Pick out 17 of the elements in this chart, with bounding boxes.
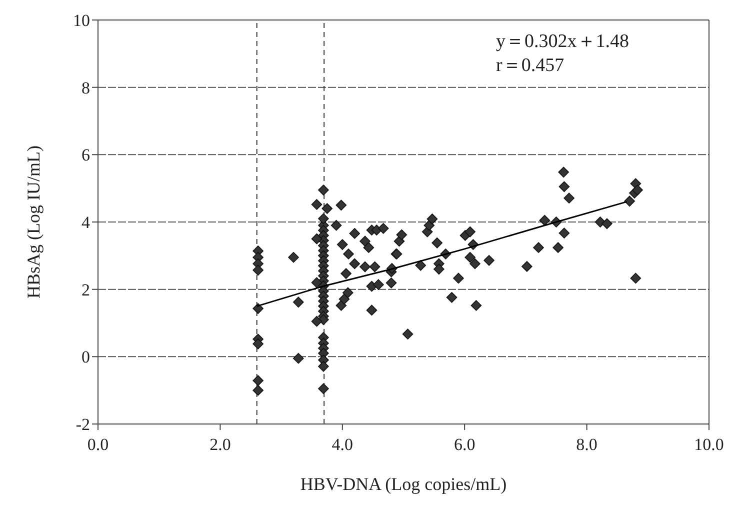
x-tick-label: 6.0	[454, 435, 476, 454]
y-axis-title: HBsAg (Log IU/mL)	[23, 146, 44, 298]
x-tick-label: 2.0	[210, 435, 231, 454]
x-tick-label: 0.0	[87, 435, 109, 454]
y-tick-label: -2	[76, 415, 90, 434]
annotation: r＝0.457	[496, 54, 566, 78]
x-tick-label: 4.0	[332, 435, 354, 454]
y-tick-label: 6	[82, 146, 90, 165]
y-tick-label: 8	[82, 78, 90, 98]
y-tick-label: 10	[73, 11, 90, 30]
y-tick-label: 4	[82, 213, 90, 232]
x-tick-label: 10.0	[694, 435, 724, 454]
annotation: y＝0.302x＋1.48	[496, 30, 629, 54]
y-tick-label: 2	[82, 280, 90, 300]
x-tick-label: 8.0	[576, 435, 598, 454]
y-tick-label: 0	[82, 348, 90, 367]
x-axis-title: HBV-DNA (Log copies/mL)	[300, 474, 507, 494]
